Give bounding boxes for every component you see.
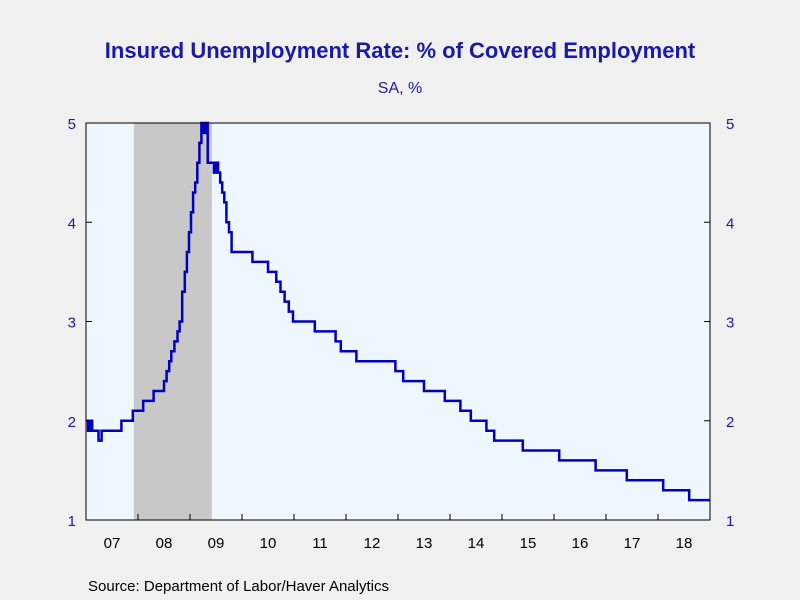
x-axis: 07 08 09 10 11 12 13 14 15 16 17 18 xyxy=(104,514,693,552)
y-tick-label-left: 2 xyxy=(68,414,76,431)
chart-title: Insured Unemployment Rate: % of Covered … xyxy=(104,38,696,63)
x-tick-label: 18 xyxy=(676,535,693,552)
series-line xyxy=(86,121,710,502)
source-note: Source: Department of Labor/Haver Analyt… xyxy=(88,578,389,595)
y-tick-label-right: 1 xyxy=(726,513,734,530)
x-tick-label: 16 xyxy=(572,535,589,552)
x-tick-label: 09 xyxy=(208,535,225,552)
x-tick-label: 08 xyxy=(156,535,173,552)
y-tick-label-left: 5 xyxy=(68,116,76,133)
y-tick-label-left: 4 xyxy=(68,215,76,232)
x-tick-label: 11 xyxy=(312,535,328,552)
y-tick-label-right: 3 xyxy=(726,315,734,332)
x-tick-label: 10 xyxy=(260,535,277,552)
y-tick-label-right: 2 xyxy=(726,414,734,431)
x-tick-label: 12 xyxy=(364,535,381,552)
y-tick-label-right: 5 xyxy=(726,116,734,133)
plot-frame xyxy=(85,122,711,521)
chart-subtitle: SA, % xyxy=(377,80,423,97)
x-tick-label: 14 xyxy=(468,535,485,552)
y-tick-label-right: 4 xyxy=(726,215,734,232)
y-tick-label-left: 3 xyxy=(68,315,76,332)
x-tick-label: 15 xyxy=(520,535,537,552)
y-tick-label-left: 1 xyxy=(68,513,76,530)
recession-band xyxy=(133,123,212,520)
x-tick-label: 13 xyxy=(416,535,433,552)
x-tick-label: 07 xyxy=(104,535,121,552)
x-tick-label: 17 xyxy=(624,535,641,552)
